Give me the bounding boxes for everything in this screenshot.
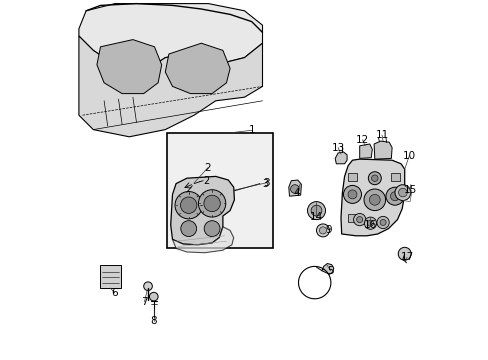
Circle shape	[356, 217, 362, 222]
Circle shape	[364, 217, 376, 229]
Text: 11: 11	[375, 130, 388, 140]
Polygon shape	[79, 36, 262, 137]
Circle shape	[366, 220, 373, 226]
Circle shape	[376, 216, 388, 229]
Polygon shape	[288, 180, 301, 196]
Text: 2: 2	[203, 176, 209, 186]
Polygon shape	[172, 227, 233, 253]
Text: 3: 3	[262, 178, 269, 188]
Circle shape	[390, 192, 399, 201]
Circle shape	[290, 185, 299, 193]
Circle shape	[397, 247, 410, 260]
Text: 4: 4	[293, 188, 300, 198]
Polygon shape	[359, 144, 371, 158]
Circle shape	[149, 292, 158, 301]
Circle shape	[398, 188, 407, 197]
Polygon shape	[340, 159, 404, 236]
Text: 15: 15	[403, 185, 416, 195]
Text: 9: 9	[325, 225, 331, 235]
Text: 13: 13	[331, 143, 344, 153]
Polygon shape	[170, 176, 234, 245]
Circle shape	[371, 175, 377, 181]
Circle shape	[367, 172, 381, 185]
Polygon shape	[165, 43, 230, 94]
Bar	[347, 214, 356, 222]
Text: 16: 16	[363, 220, 376, 230]
Circle shape	[363, 189, 385, 211]
Text: 1: 1	[248, 125, 254, 135]
Bar	[100, 265, 121, 288]
Circle shape	[310, 205, 321, 216]
Circle shape	[198, 190, 225, 217]
Circle shape	[368, 194, 380, 205]
Circle shape	[347, 190, 356, 199]
Bar	[347, 173, 356, 181]
Polygon shape	[321, 264, 333, 274]
Circle shape	[204, 221, 220, 237]
Polygon shape	[97, 40, 162, 94]
Text: 10: 10	[402, 150, 415, 161]
Circle shape	[319, 227, 326, 234]
Text: 3: 3	[262, 179, 268, 189]
Circle shape	[181, 221, 196, 237]
FancyBboxPatch shape	[167, 133, 273, 248]
Circle shape	[180, 197, 197, 213]
Circle shape	[343, 185, 361, 203]
Text: 7: 7	[141, 297, 147, 307]
Circle shape	[316, 224, 329, 237]
Text: 8: 8	[150, 316, 157, 326]
Polygon shape	[79, 4, 262, 72]
Circle shape	[394, 185, 410, 201]
Text: 2: 2	[204, 163, 211, 173]
Circle shape	[379, 220, 386, 225]
Text: 17: 17	[400, 252, 413, 262]
Circle shape	[175, 192, 202, 219]
Circle shape	[353, 213, 365, 226]
Text: 12: 12	[355, 135, 368, 145]
Bar	[390, 173, 399, 181]
Circle shape	[385, 187, 403, 205]
Polygon shape	[335, 152, 346, 164]
Text: 6: 6	[111, 288, 118, 298]
Text: 5: 5	[327, 266, 333, 276]
Circle shape	[307, 202, 325, 220]
Text: 14: 14	[309, 212, 323, 222]
Circle shape	[203, 195, 220, 212]
Circle shape	[143, 282, 152, 291]
Polygon shape	[373, 141, 391, 159]
